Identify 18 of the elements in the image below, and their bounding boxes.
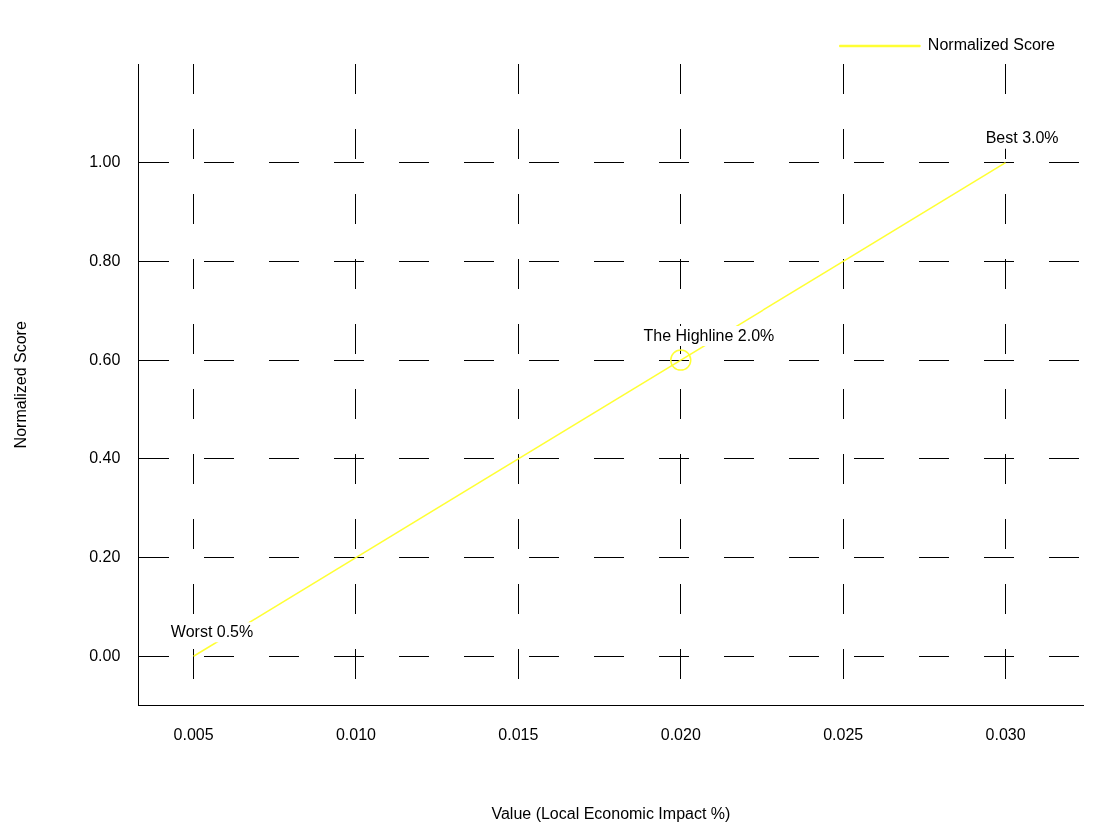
- x-axis-title: Value (Local Economic Impact %): [491, 804, 731, 822]
- x-tick-label: 0.005: [173, 725, 214, 743]
- y-tick-label: 1.00: [89, 153, 121, 171]
- x-tick-label: 0.010: [335, 725, 377, 743]
- y-tick-label: 0.00: [89, 646, 121, 664]
- x-tick-label: 0.030: [985, 725, 1026, 743]
- annotation: Worst 0.5%: [170, 622, 254, 640]
- annotation: The Highline 2.0%: [643, 326, 775, 344]
- y-tick-label: 0.20: [89, 547, 121, 565]
- x-tick-label: 0.025: [823, 725, 864, 743]
- x-tick-label: 0.015: [498, 725, 539, 743]
- annotation: Best 3.0%: [985, 129, 1059, 147]
- y-axis-title: Normalized Score: [12, 321, 30, 449]
- x-tick-label: 0.020: [660, 725, 701, 743]
- y-tick-label: 0.80: [89, 251, 121, 269]
- y-tick-label: 0.60: [89, 350, 121, 368]
- legend-label: Normalized Score: [927, 36, 1056, 54]
- y-tick-label: 0.40: [89, 449, 121, 467]
